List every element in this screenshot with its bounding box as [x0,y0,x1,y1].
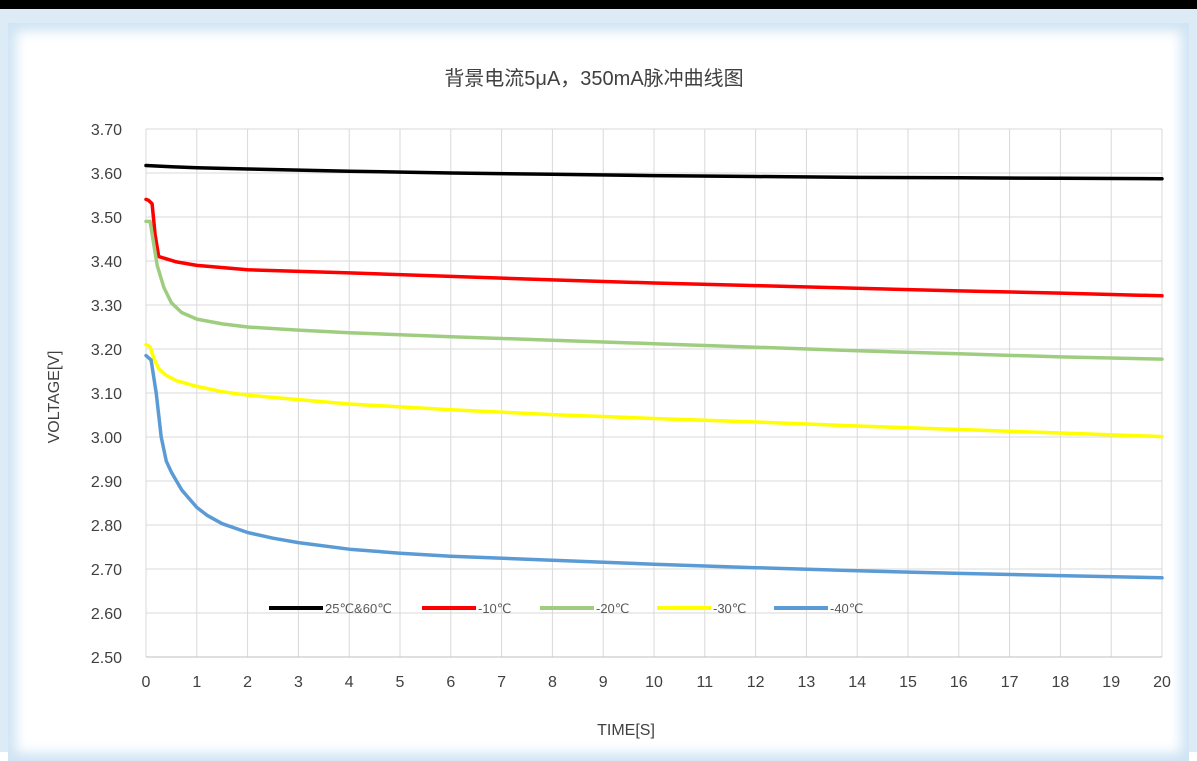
x-axis-label: TIME[S] [597,722,655,739]
x-tick-label: 6 [446,674,455,691]
x-tick-label: 0 [142,674,151,691]
y-tick-label: 3.20 [91,342,122,359]
series-lines [144,163,1164,580]
chart-panel: 背景电流5μA，350mA脉冲曲线图 0 1 2 3 4 5 6 7 8 9 10 11 12 13 14 1… [8,23,1189,761]
y-tick-label: 3.70 [91,122,122,139]
grid [145,128,1163,658]
legend-label: -10℃ [478,601,511,616]
series-line-5 [144,353,1164,580]
y-tick-label: 2.50 [91,650,122,667]
y-tick-labels: 2.50 2.60 2.70 2.80 2.90 3.00 3.10 3.20 3.30 3.40… [91,122,122,667]
y-axis-label: VOLTAGE[V] [46,351,63,444]
x-tick-label: 2 [243,674,252,691]
x-tick-label: 14 [848,674,866,691]
line-chart: 背景电流5μA，350mA脉冲曲线图 0 1 2 3 4 5 6 7 8 9 10 11 12 13 14 1… [46,67,1171,739]
x-tick-label: 19 [1102,674,1120,691]
y-tick-label: 2.70 [91,562,122,579]
x-tick-label: 11 [696,674,713,691]
y-tick-label: 2.60 [91,606,122,623]
legend: 25℃&60℃ -10℃ -20℃ -30℃ -40℃ [269,601,863,616]
y-tick-label: 3.00 [91,430,122,447]
x-tick-labels: 0 1 2 3 4 5 6 7 8 9 10 11 12 13 14 15 16 17 18 19 20 [142,674,1171,691]
x-tick-label: 17 [1001,674,1019,691]
x-tick-label: 7 [497,674,506,691]
legend-label: -30℃ [713,601,746,616]
x-tick-label: 20 [1153,674,1171,691]
y-tick-label: 3.60 [91,166,122,183]
x-tick-label: 5 [396,674,405,691]
series-line-3 [144,219,1164,361]
y-tick-label: 2.80 [91,518,122,535]
x-tick-label: 15 [899,674,917,691]
x-tick-label: 12 [747,674,765,691]
x-tick-label: 16 [950,674,968,691]
y-tick-label: 3.50 [91,210,122,227]
chart-title: 背景电流5μA，350mA脉冲曲线图 [444,67,743,90]
y-tick-label: 2.90 [91,474,122,491]
series-line-2 [144,197,1164,298]
y-tick-label: 3.30 [91,298,122,315]
x-tick-label: 18 [1052,674,1070,691]
series-line-4 [144,342,1164,439]
x-tick-label: 4 [345,674,354,691]
x-tick-label: 10 [645,674,663,691]
x-tick-label: 9 [599,674,608,691]
y-tick-label: 3.40 [91,254,122,271]
x-tick-label: 1 [192,674,201,691]
x-tick-label: 3 [294,674,303,691]
legend-label: 25℃&60℃ [325,601,392,616]
legend-label: -40℃ [830,601,863,616]
x-tick-label: 13 [798,674,816,691]
x-tick-label: 8 [548,674,557,691]
legend-label: -20℃ [596,601,629,616]
series-line-1 [144,163,1164,181]
y-tick-label: 3.10 [91,386,122,403]
